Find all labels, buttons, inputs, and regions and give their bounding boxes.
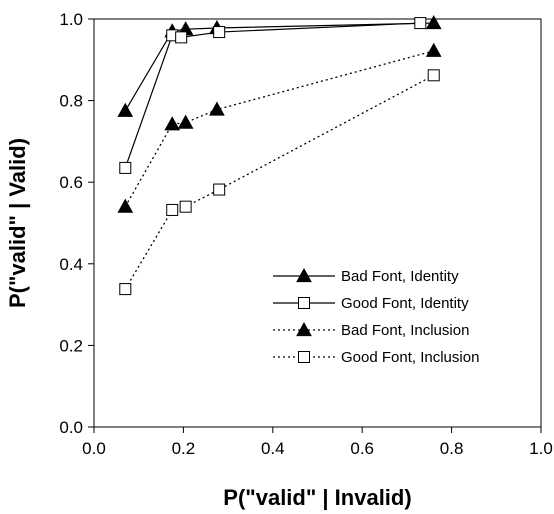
series-3 bbox=[117, 42, 442, 213]
square-marker bbox=[414, 17, 427, 30]
triangle-marker bbox=[425, 42, 442, 57]
triangle-marker bbox=[117, 198, 134, 213]
y-tick-label: 1.0 bbox=[59, 10, 83, 29]
legend-entry: Bad Font, Inclusion bbox=[273, 321, 469, 339]
legend-label: Good Font, Inclusion bbox=[341, 349, 479, 366]
square-marker bbox=[213, 183, 226, 196]
legend-triangle-marker bbox=[296, 267, 312, 283]
x-tick-label: 0.2 bbox=[172, 439, 196, 458]
legend-label: Good Font, Identity bbox=[341, 295, 469, 312]
legend-triangle-marker bbox=[296, 321, 312, 337]
triangle-marker bbox=[177, 114, 194, 129]
series-line bbox=[124, 22, 421, 169]
series-layer bbox=[117, 15, 442, 296]
legend-label: Bad Font, Identity bbox=[341, 268, 459, 285]
legend-entry: Good Font, Inclusion bbox=[273, 349, 479, 366]
series-line bbox=[124, 74, 435, 290]
triangle-marker bbox=[425, 15, 442, 30]
legend-entry: Bad Font, Identity bbox=[273, 267, 459, 285]
square-marker bbox=[427, 69, 440, 82]
y-tick-label: 0.4 bbox=[59, 255, 83, 274]
triangle-marker bbox=[117, 102, 134, 117]
x-tick-label: 0.8 bbox=[440, 439, 464, 458]
square-marker bbox=[175, 31, 188, 44]
y-axis-title: P("valid" | Valid) bbox=[5, 138, 30, 308]
y-tick-label: 0.8 bbox=[59, 92, 83, 111]
y-tick-label: 0.2 bbox=[59, 336, 83, 355]
legend-entry: Good Font, Identity bbox=[273, 295, 469, 312]
plot-frame bbox=[93, 18, 542, 428]
series-2 bbox=[119, 17, 427, 174]
square-marker bbox=[119, 161, 132, 174]
series-4 bbox=[119, 69, 440, 296]
x-tick-label: 0.0 bbox=[82, 439, 106, 458]
axes: 0.0 0.2 0.4 0.6 0.8 1.0 0.0 0.2 0.4 0.6 0.8 1.0 bbox=[59, 10, 552, 458]
square-marker bbox=[119, 283, 132, 296]
y-tick-label: 0.6 bbox=[59, 173, 83, 192]
x-tick-label: 1.0 bbox=[529, 439, 553, 458]
legend-label: Bad Font, Inclusion bbox=[341, 322, 469, 339]
legend-square-marker bbox=[298, 297, 310, 309]
x-axis-title: P("valid" | Invalid) bbox=[223, 485, 411, 510]
y-tick-label: 0.0 bbox=[59, 418, 83, 437]
square-marker bbox=[166, 203, 179, 216]
triangle-marker bbox=[209, 101, 225, 116]
square-marker bbox=[179, 200, 192, 213]
legend-square-marker bbox=[298, 351, 310, 363]
triangle-marker bbox=[164, 116, 181, 131]
square-marker bbox=[213, 26, 226, 39]
x-tick-label: 0.4 bbox=[261, 439, 285, 458]
legend: Bad Font, Identity Good Font, Identity Bad… bbox=[273, 267, 479, 366]
x-tick-label: 0.6 bbox=[350, 439, 374, 458]
